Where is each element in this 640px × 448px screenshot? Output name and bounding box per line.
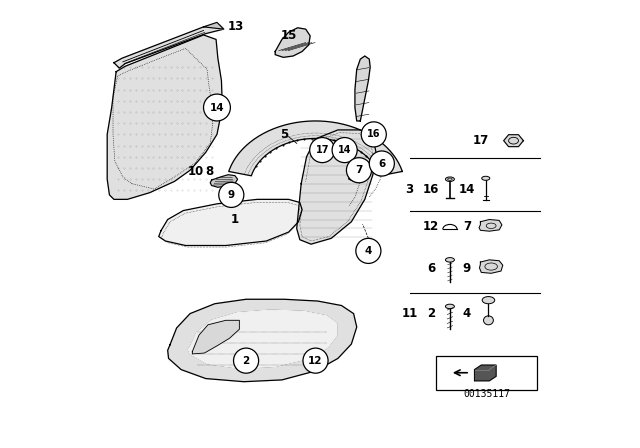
Ellipse shape	[484, 316, 493, 325]
Text: 16: 16	[367, 129, 381, 139]
Ellipse shape	[482, 297, 495, 304]
Text: 5: 5	[280, 128, 288, 141]
Ellipse shape	[482, 177, 490, 181]
Circle shape	[332, 138, 357, 163]
Polygon shape	[159, 199, 302, 246]
Text: 9: 9	[463, 262, 471, 276]
Circle shape	[369, 151, 394, 176]
Polygon shape	[355, 56, 370, 121]
Polygon shape	[228, 121, 403, 176]
Text: 17: 17	[316, 145, 329, 155]
Polygon shape	[188, 310, 337, 368]
Text: 7: 7	[463, 220, 471, 233]
Text: 4: 4	[365, 246, 372, 256]
Polygon shape	[192, 320, 239, 354]
Text: 13: 13	[228, 20, 244, 34]
Polygon shape	[210, 175, 237, 187]
Text: 14: 14	[338, 145, 351, 155]
Text: 14: 14	[210, 103, 224, 112]
Polygon shape	[504, 135, 524, 146]
Text: 10: 10	[188, 164, 204, 178]
Text: 4: 4	[463, 307, 471, 320]
Text: 12: 12	[423, 220, 439, 233]
Text: 9: 9	[228, 190, 235, 200]
Text: 6: 6	[427, 262, 435, 276]
Text: 00135117: 00135117	[463, 389, 510, 399]
Polygon shape	[475, 365, 496, 381]
Text: 17: 17	[473, 134, 490, 147]
Text: 16: 16	[423, 182, 439, 196]
Text: 3: 3	[406, 182, 413, 196]
Circle shape	[303, 348, 328, 373]
Text: 8: 8	[205, 164, 214, 178]
Circle shape	[204, 94, 230, 121]
Text: 2: 2	[427, 307, 435, 320]
Text: 2: 2	[243, 356, 250, 366]
Text: 15: 15	[280, 29, 297, 43]
Text: 6: 6	[378, 159, 385, 168]
Polygon shape	[275, 28, 310, 57]
Polygon shape	[349, 172, 363, 181]
Text: 11: 11	[401, 307, 418, 320]
Polygon shape	[114, 25, 224, 68]
Polygon shape	[168, 299, 356, 382]
Polygon shape	[224, 197, 239, 205]
Bar	[436, 356, 538, 390]
Ellipse shape	[445, 177, 454, 181]
Polygon shape	[297, 130, 376, 244]
Circle shape	[361, 122, 387, 147]
Text: 7: 7	[355, 165, 363, 175]
Polygon shape	[108, 35, 222, 199]
Ellipse shape	[445, 258, 454, 262]
Polygon shape	[204, 22, 224, 29]
Circle shape	[234, 348, 259, 373]
Text: 14: 14	[459, 182, 475, 196]
Circle shape	[219, 182, 244, 207]
Circle shape	[310, 138, 335, 163]
Text: 12: 12	[308, 356, 323, 366]
Circle shape	[356, 238, 381, 263]
Text: 1: 1	[231, 213, 239, 226]
Circle shape	[346, 158, 371, 183]
Polygon shape	[479, 220, 502, 231]
Ellipse shape	[445, 304, 454, 309]
Polygon shape	[479, 260, 503, 273]
